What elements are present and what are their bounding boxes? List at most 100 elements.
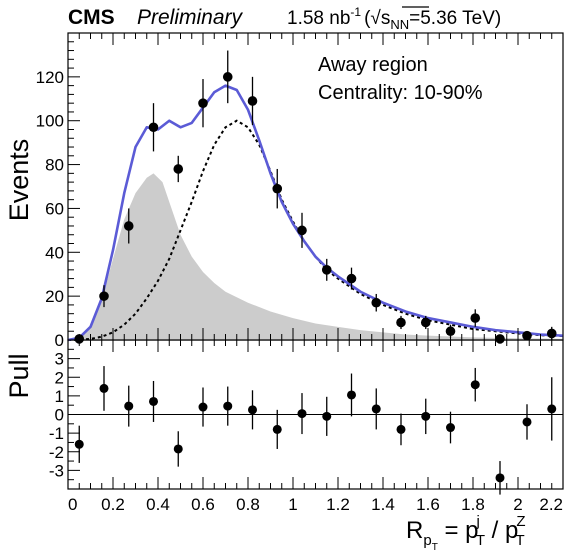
pull-x-tick-label: 1.4: [371, 495, 395, 514]
energy-subscript: NN: [390, 17, 409, 32]
main-y-tick-label: 80: [45, 156, 64, 175]
pull-x-tick-label: 1.2: [326, 495, 350, 514]
pull-point: [547, 404, 557, 414]
pull-point: [421, 411, 431, 421]
pull-x-tick-label: 1: [288, 495, 297, 514]
pull-y-tick-label: -1: [49, 424, 64, 443]
main-y-tick-label: 40: [45, 243, 64, 262]
main-plot-area: [67, 50, 564, 344]
pull-x-axis: 0 0.2 0.4 0.6 0.8 1 1.2 1.4 1.6 1.8 2 2.2: [67, 340, 564, 514]
main-y-tick-label: 20: [45, 287, 64, 306]
sqrt-symbol: √: [370, 8, 381, 29]
pull-point: [371, 404, 381, 414]
pull-point: [495, 473, 505, 483]
energy-prefix: (: [364, 8, 371, 29]
data-point: [123, 221, 134, 231]
x-title-z: Z: [516, 513, 525, 530]
signal-component-line: [67, 119, 564, 341]
data-point: [445, 326, 456, 337]
pull-y-tick-label: 3: [55, 350, 64, 369]
pull-point: [322, 411, 332, 421]
data-point: [470, 313, 481, 323]
pull-point: [470, 380, 480, 390]
x-title-r: R: [406, 517, 423, 544]
lumi-exponent: -1: [350, 5, 361, 19]
main-panel: 0 20 40 60 80 100 120 Events Away region Centr…: [4, 32, 564, 350]
pull-x-tick-label: 0.2: [101, 495, 125, 514]
pull-point: [223, 401, 233, 411]
pull-y-tick-label: 0: [55, 406, 64, 425]
pull-y-tick-label: -2: [49, 443, 64, 462]
main-x-axis: [67, 33, 564, 340]
x-title-eq: = p: [438, 517, 479, 544]
centrality-annotation: Centrality: 10-90%: [318, 82, 483, 104]
data-point: [522, 330, 532, 341]
x-title-t2: T: [516, 532, 525, 549]
data-point: [148, 122, 159, 133]
pull-point: [124, 401, 134, 411]
pull-point: [149, 396, 158, 406]
data-point: [321, 265, 332, 275]
pull-point: [446, 423, 455, 433]
total-fit-line: [67, 84, 564, 342]
pull-point: [248, 405, 257, 415]
main-y-tick-label: 120: [36, 68, 64, 87]
x-title-j: j: [476, 513, 480, 530]
pull-x-tick-label: 0.6: [191, 495, 215, 514]
pull-point: [272, 424, 282, 434]
pull-x-tick-label: 0.8: [236, 495, 260, 514]
main-y-tick-label: 0: [55, 331, 64, 350]
pull-x-tick-label: 1.6: [416, 495, 440, 514]
pull-point: [297, 409, 307, 419]
pull-point: [99, 383, 109, 393]
pull-point: [173, 444, 183, 454]
data-point: [371, 297, 382, 308]
status-label: Preliminary: [137, 6, 244, 29]
pull-point: [74, 439, 84, 449]
pull-x-tick-label: 0.4: [146, 495, 170, 514]
main-y-tick-label: 60: [45, 199, 64, 218]
data-point: [222, 72, 233, 82]
data-point: [99, 291, 109, 301]
energy-s: s: [381, 8, 391, 29]
pull-y-tick-label: 1: [55, 387, 64, 406]
x-title-t-subsub: T: [432, 542, 438, 553]
data-point: [420, 317, 431, 328]
experiment-label: CMS: [68, 6, 115, 29]
pull-x-tick-label: 1.8: [461, 495, 485, 514]
pull-y-axis-title: Pull: [4, 353, 34, 398]
pull-x-tick-label: 2.2: [539, 495, 563, 514]
data-point: [396, 317, 406, 328]
data-point: [198, 98, 208, 108]
pull-plot-area: [68, 366, 563, 495]
data-point: [495, 334, 505, 344]
data-point: [546, 328, 557, 339]
data-point: [247, 96, 258, 106]
x-title-p-sub: p: [423, 532, 431, 549]
main-y-tick-label: 100: [36, 112, 64, 131]
pull-point: [522, 417, 532, 427]
pull-y-tick-label: -3: [49, 461, 64, 480]
main-y-axis: 0 20 40 60 80 100 120: [36, 41, 80, 350]
pull-point: [396, 424, 406, 434]
background-component-area: [68, 173, 563, 340]
data-point: [346, 273, 357, 284]
energy-value: =5.36 TeV): [409, 8, 501, 29]
pull-x-tick-label: 2: [513, 495, 522, 514]
pull-point: [198, 402, 208, 412]
x-title-t1: T: [476, 532, 485, 549]
pull-point: [347, 390, 356, 400]
pull-y-tick-label: 2: [55, 368, 64, 387]
data-point: [272, 183, 283, 194]
region-annotation: Away region: [318, 54, 428, 76]
main-y-axis-title: Events: [4, 139, 34, 222]
x-axis-title: RpT = pj T / pZ T: [406, 513, 526, 553]
x-title-slash: / p: [485, 517, 518, 544]
lumi-label: 1.58 nb-1 (√sNN=5.36 TeV): [287, 5, 501, 32]
pull-x-tick-label: 0: [68, 495, 77, 514]
lumi-value: 1.58 nb: [287, 8, 350, 29]
data-point: [297, 225, 307, 236]
